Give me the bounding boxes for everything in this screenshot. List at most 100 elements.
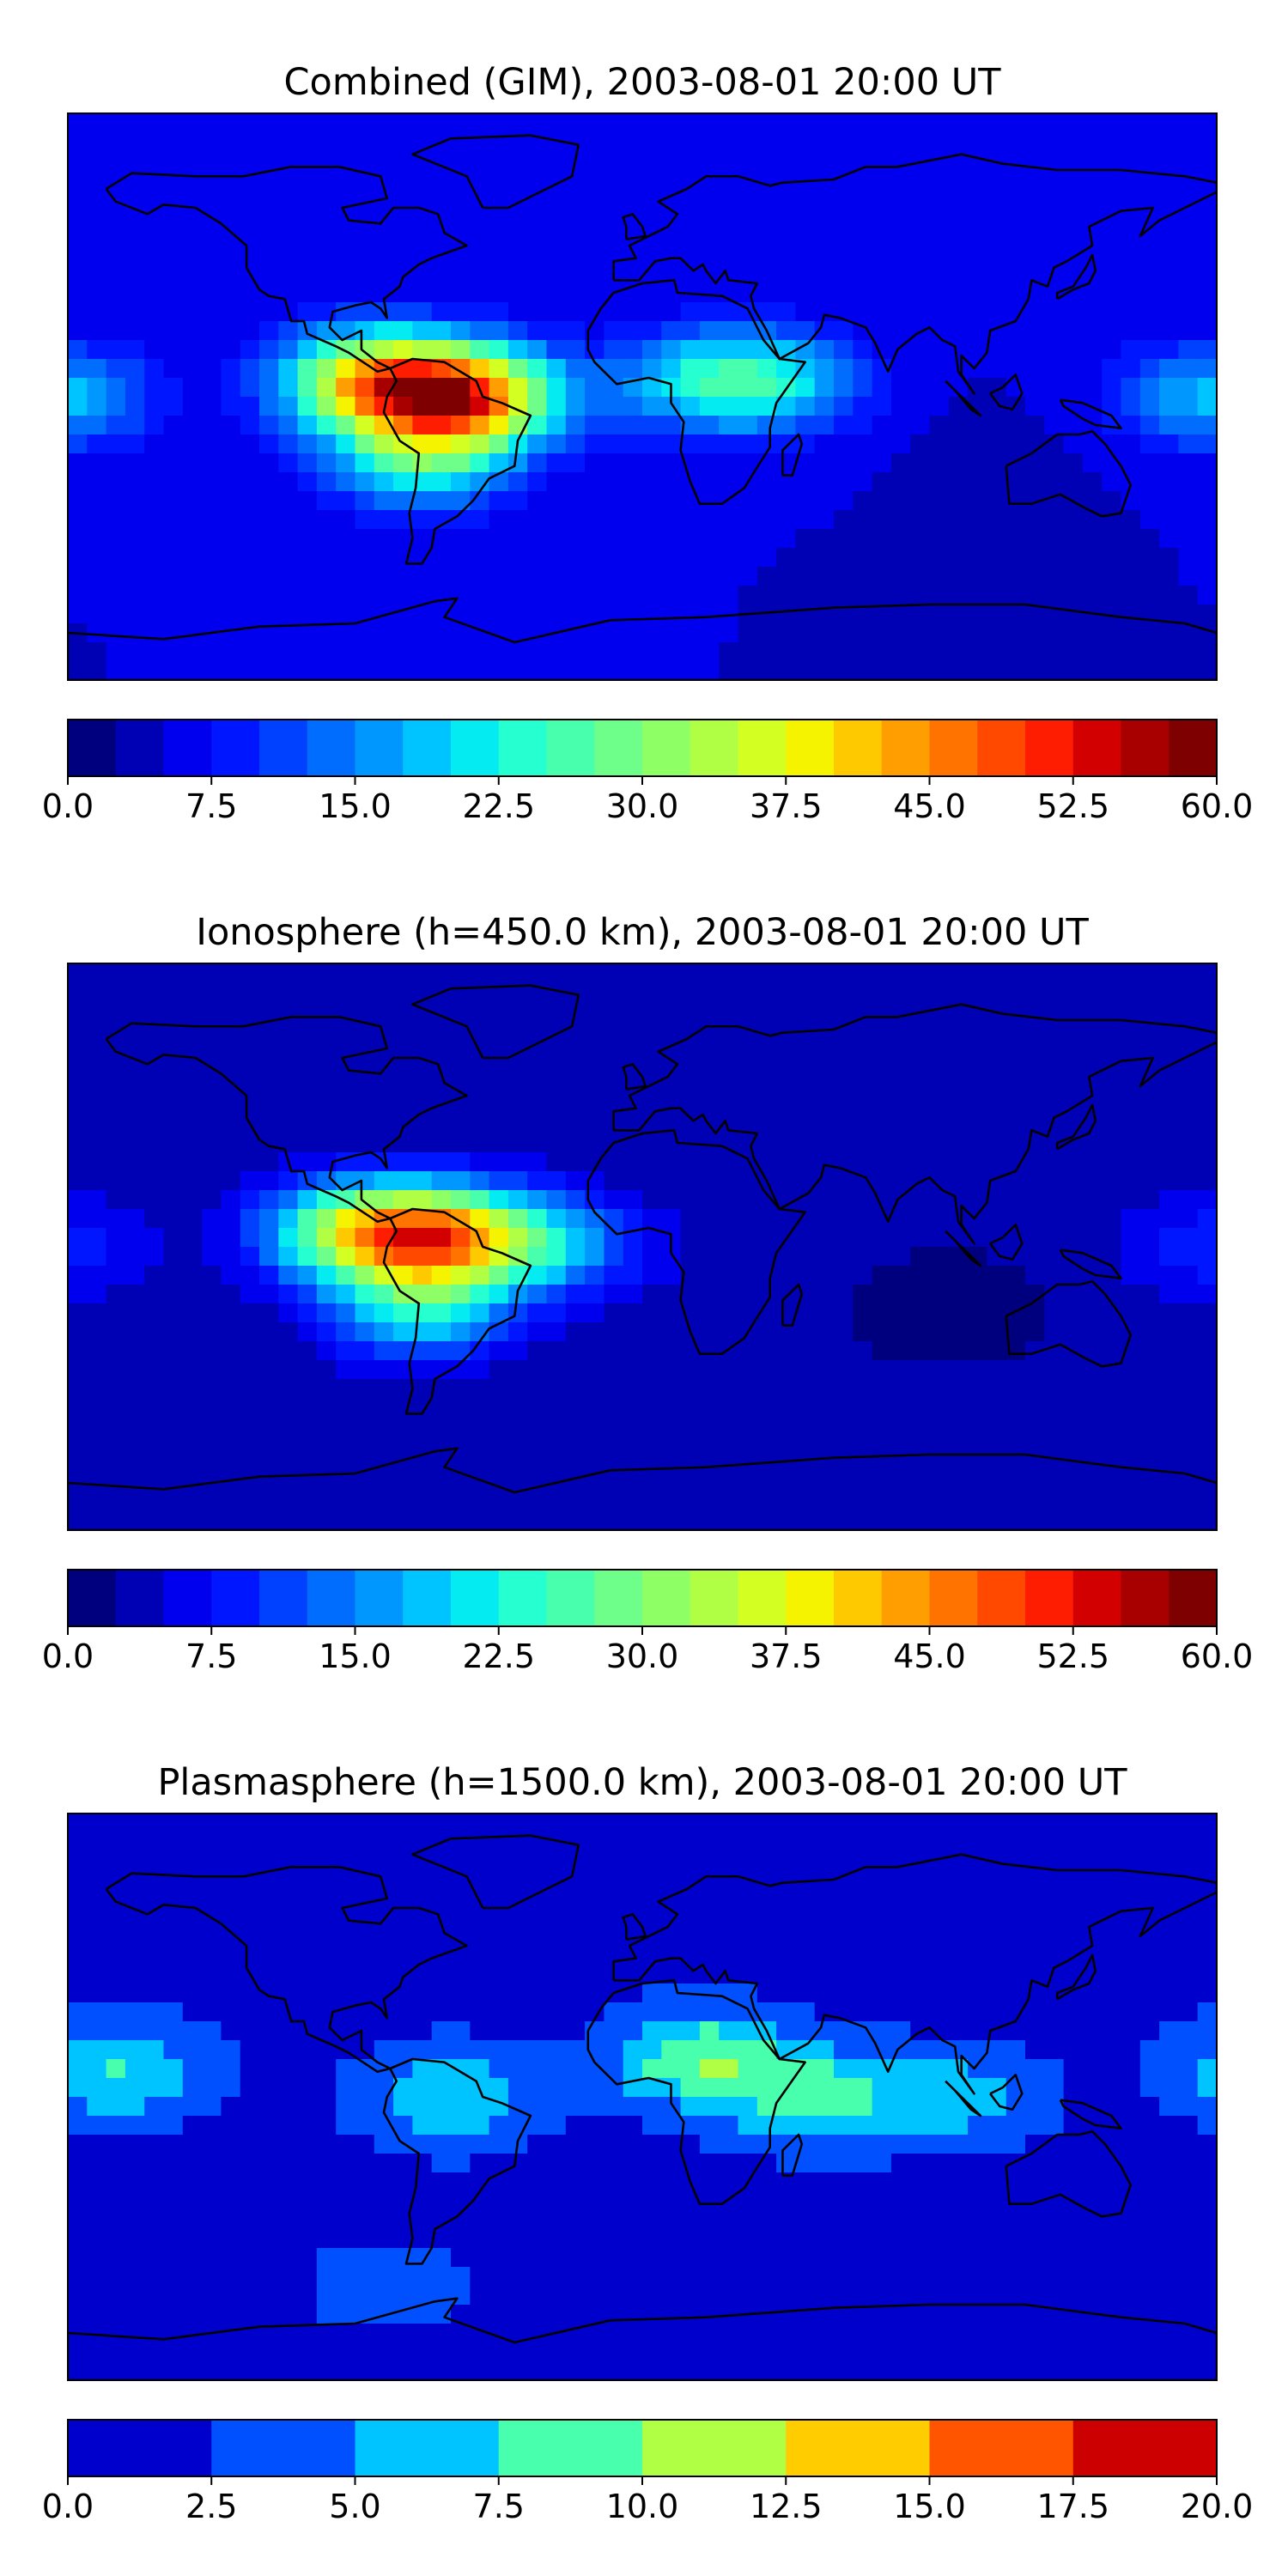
field-cell xyxy=(87,586,107,605)
field-cell xyxy=(872,1020,892,1040)
field-cell xyxy=(814,2097,835,2117)
field-cell xyxy=(738,208,758,228)
field-cell xyxy=(1025,264,1046,284)
field-cell xyxy=(106,586,126,605)
field-cell xyxy=(527,661,548,680)
field-cell xyxy=(776,397,797,416)
field-cell xyxy=(87,416,107,435)
field-cell xyxy=(546,359,567,379)
field-cell xyxy=(489,1946,509,1965)
field-grid xyxy=(68,1814,1217,2380)
field-cell xyxy=(565,2135,586,2154)
field-cell xyxy=(756,982,777,1002)
field-cell xyxy=(259,1039,280,1059)
field-cell xyxy=(756,642,777,662)
field-cell xyxy=(968,510,988,530)
field-cell xyxy=(125,1266,145,1285)
field-cell xyxy=(910,1322,931,1342)
field-cell xyxy=(1025,586,1046,605)
field-cell xyxy=(776,661,797,680)
field-cell xyxy=(431,642,452,662)
field-cell xyxy=(546,982,567,1002)
field-cell xyxy=(163,113,184,133)
field-cell xyxy=(202,1436,222,1455)
field-cell xyxy=(431,397,452,416)
field-cell xyxy=(144,416,165,435)
field-cell xyxy=(756,1228,777,1248)
field-cell xyxy=(1063,1870,1084,1890)
field-cell xyxy=(1159,397,1180,416)
field-cell xyxy=(451,264,471,284)
field-cell xyxy=(1044,1228,1065,1248)
field-cell xyxy=(68,2021,88,2041)
field-cell xyxy=(182,2154,203,2173)
field-cell xyxy=(623,132,643,152)
field-cell xyxy=(929,1266,950,1285)
field-cell xyxy=(565,1322,586,1342)
field-cell xyxy=(336,1077,356,1097)
field-cell xyxy=(470,1322,490,1342)
field-cell xyxy=(87,1171,107,1191)
field-cell xyxy=(163,1152,184,1172)
field-cell xyxy=(163,2097,184,2117)
field-cell xyxy=(393,2021,414,2041)
field-cell xyxy=(546,1020,567,1040)
field-cell xyxy=(1178,623,1199,643)
field-cell xyxy=(489,2172,509,2192)
field-cell xyxy=(1178,378,1199,398)
field-cell xyxy=(642,1247,663,1267)
field-cell xyxy=(1121,264,1141,284)
field-cell xyxy=(1025,1379,1046,1399)
field-cell xyxy=(623,1209,643,1229)
field-cell xyxy=(316,1285,337,1304)
field-cell xyxy=(565,1266,586,1285)
field-cell xyxy=(182,472,203,492)
field-cell xyxy=(872,227,892,246)
field-cell xyxy=(68,982,88,1002)
field-cell xyxy=(278,1832,299,1852)
field-cell xyxy=(221,1814,241,1833)
colorbar: 0.0 7.5 15.0 22.5 30.0 37.5 45.0 52.5 60.0 xyxy=(42,1569,1253,1675)
field-cell xyxy=(968,1984,988,2003)
field-cell xyxy=(1005,1039,1026,1059)
field-cell xyxy=(680,2135,701,2154)
field-cell xyxy=(872,1965,892,1984)
colorbar-swatch xyxy=(211,1570,260,1626)
field-cell xyxy=(106,321,126,341)
field-cell xyxy=(144,397,165,416)
field-cell xyxy=(182,359,203,379)
field-cell xyxy=(1121,472,1141,492)
field-cell xyxy=(240,434,260,454)
field-cell xyxy=(87,1946,107,1965)
field-cell xyxy=(929,283,950,303)
field-cell xyxy=(585,2172,605,2192)
field-cell xyxy=(890,1814,911,1833)
field-cell xyxy=(87,1247,107,1267)
field-cell xyxy=(604,1020,624,1040)
field-cell xyxy=(1139,1322,1160,1342)
field-cell xyxy=(68,1096,88,1115)
field-cell xyxy=(1121,189,1141,209)
field-cell xyxy=(507,1058,528,1078)
field-cell xyxy=(507,378,528,398)
field-cell xyxy=(470,1096,490,1115)
field-cell xyxy=(393,1096,414,1115)
field-cell xyxy=(393,1228,414,1248)
field-cell xyxy=(929,1190,950,1210)
field-cell xyxy=(1139,2002,1160,2022)
field-cell xyxy=(431,264,452,284)
field-cell xyxy=(1121,1077,1141,1097)
field-cell xyxy=(259,1171,280,1191)
field-cell xyxy=(948,1322,969,1342)
field-cell xyxy=(1178,1814,1199,1833)
field-cell xyxy=(1005,605,1026,624)
field-cell xyxy=(1025,529,1046,549)
field-cell xyxy=(316,378,337,398)
field-cell xyxy=(642,1984,663,2003)
field-cell xyxy=(1178,1473,1199,1493)
field-cell xyxy=(297,2154,318,2173)
field-cell xyxy=(872,567,892,586)
field-cell xyxy=(489,340,509,360)
field-cell xyxy=(1044,1417,1065,1437)
field-cell xyxy=(316,1511,337,1530)
